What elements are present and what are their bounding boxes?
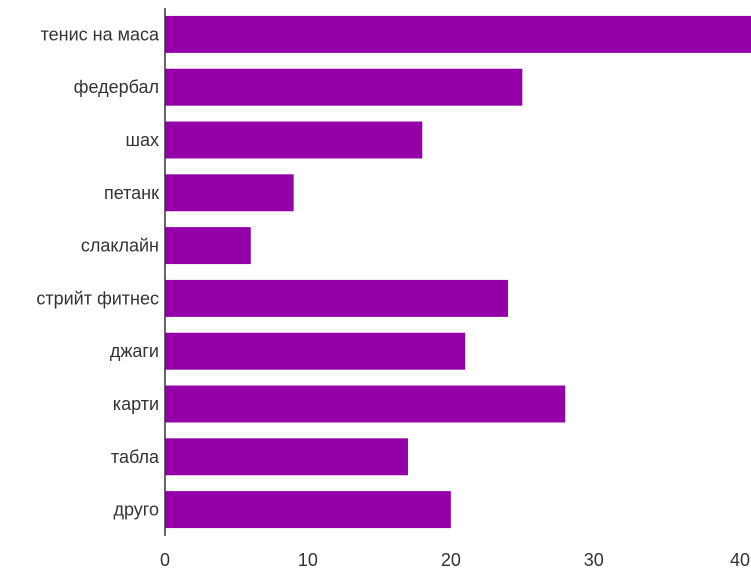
x-tick-label: 30 [584, 550, 604, 568]
category-label: табла [111, 447, 160, 467]
bar [165, 491, 451, 529]
category-label: карти [113, 394, 159, 414]
category-label: тенис на маса [41, 24, 160, 44]
bar [165, 438, 408, 476]
category-label: слаклайн [81, 236, 159, 256]
bar [165, 121, 423, 159]
x-tick-labels: 0 10 20 30 40 [160, 550, 750, 568]
bars-group [165, 15, 751, 529]
category-labels: тенис на маса федербал шах петанк слаклайн ст… [36, 24, 160, 519]
bar [165, 174, 294, 212]
bar [165, 227, 251, 265]
x-tick-label: 10 [298, 550, 318, 568]
x-tick-label: 40 [730, 550, 750, 568]
category-label: петанк [104, 183, 159, 203]
category-label: друго [114, 500, 160, 520]
x-tick-label: 0 [160, 550, 170, 568]
category-label: джаги [110, 341, 159, 361]
category-label: стрийт фитнес [36, 288, 159, 308]
category-label: федербал [74, 77, 159, 97]
bar [165, 332, 466, 370]
x-tick-label: 20 [441, 550, 461, 568]
bar [165, 68, 523, 106]
bar [165, 279, 509, 317]
bar [165, 385, 566, 423]
category-label: шах [126, 130, 159, 150]
bar [165, 15, 751, 53]
